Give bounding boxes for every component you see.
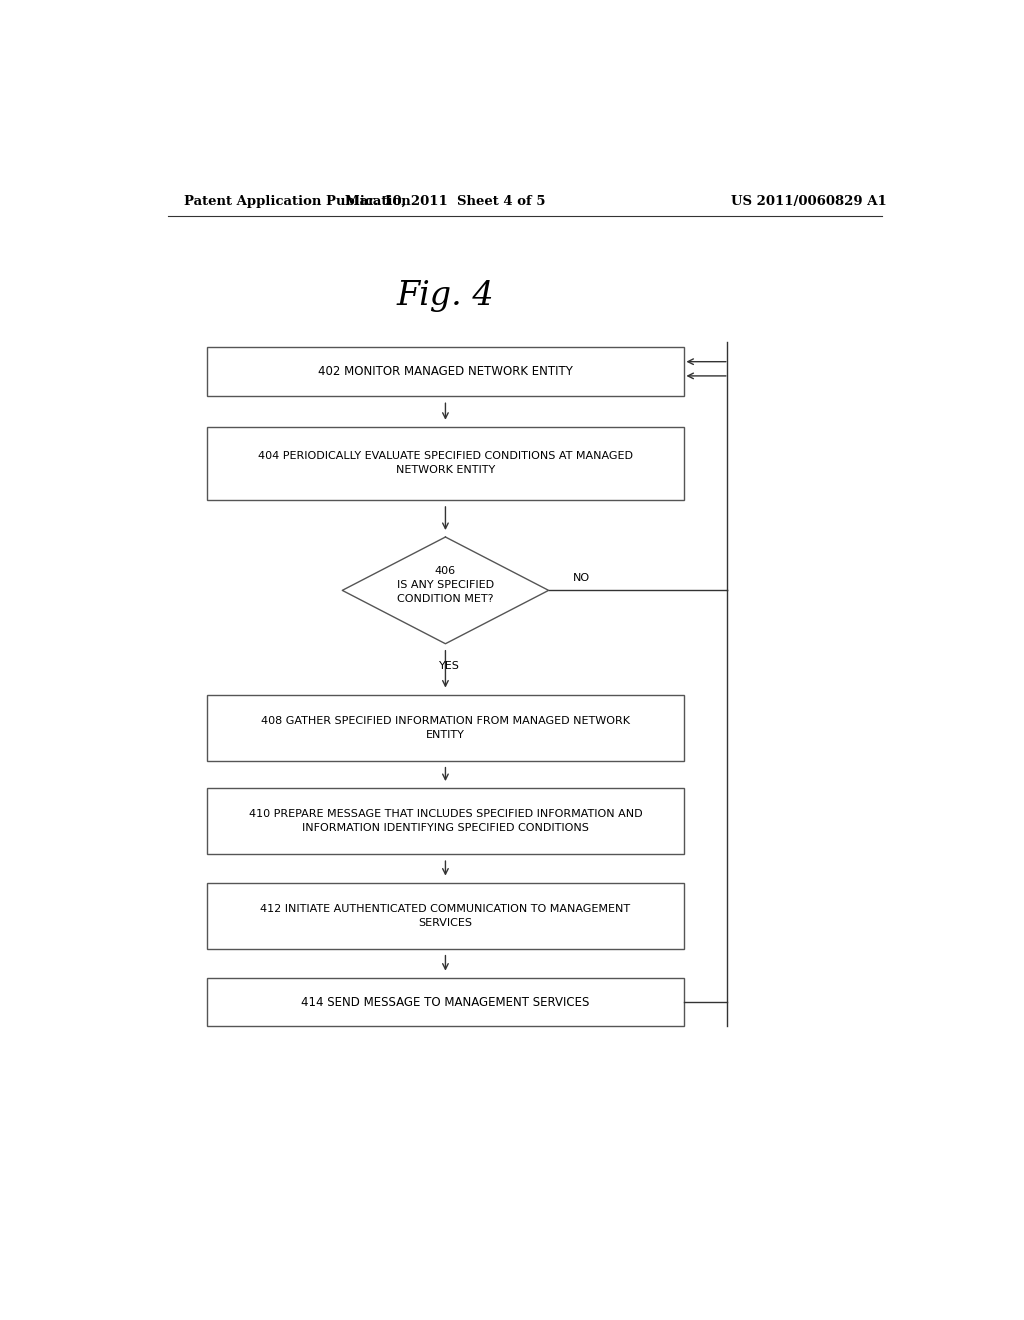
Text: Patent Application Publication: Patent Application Publication — [183, 194, 411, 207]
Text: Fig. 4: Fig. 4 — [396, 280, 495, 312]
Text: Mar. 10, 2011  Sheet 4 of 5: Mar. 10, 2011 Sheet 4 of 5 — [345, 194, 546, 207]
Text: NO: NO — [572, 573, 590, 583]
Bar — [207, 694, 684, 760]
Text: 408 GATHER SPECIFIED INFORMATION FROM MANAGED NETWORK
ENTITY: 408 GATHER SPECIFIED INFORMATION FROM MA… — [261, 715, 630, 739]
Bar — [207, 426, 684, 500]
Bar — [207, 978, 684, 1027]
Bar — [207, 788, 684, 854]
Text: 410 PREPARE MESSAGE THAT INCLUDES SPECIFIED INFORMATION AND
INFORMATION IDENTIFY: 410 PREPARE MESSAGE THAT INCLUDES SPECIF… — [249, 809, 642, 833]
Text: 414 SEND MESSAGE TO MANAGEMENT SERVICES: 414 SEND MESSAGE TO MANAGEMENT SERVICES — [301, 995, 590, 1008]
Text: YES: YES — [439, 661, 460, 671]
Bar — [207, 883, 684, 949]
Text: 402 MONITOR MANAGED NETWORK ENTITY: 402 MONITOR MANAGED NETWORK ENTITY — [318, 366, 572, 379]
Bar — [207, 347, 684, 396]
Text: US 2011/0060829 A1: US 2011/0060829 A1 — [731, 194, 887, 207]
Text: 404 PERIODICALLY EVALUATE SPECIFIED CONDITIONS AT MANAGED
NETWORK ENTITY: 404 PERIODICALLY EVALUATE SPECIFIED COND… — [258, 451, 633, 475]
Text: 406
IS ANY SPECIFIED
CONDITION MET?: 406 IS ANY SPECIFIED CONDITION MET? — [397, 566, 494, 605]
Text: 412 INITIATE AUTHENTICATED COMMUNICATION TO MANAGEMENT
SERVICES: 412 INITIATE AUTHENTICATED COMMUNICATION… — [260, 904, 631, 928]
